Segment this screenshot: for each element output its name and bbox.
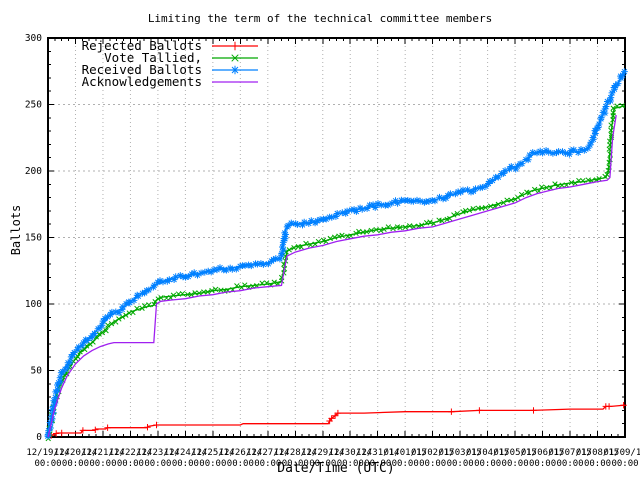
- legend-label: Rejected Ballots: [82, 38, 202, 53]
- y-tick-label: 150: [25, 233, 42, 244]
- y-tick-label: 0: [36, 432, 42, 443]
- x-tick-label-time: 00:00: [282, 459, 309, 469]
- x-tick-label-date: 01/04/15: [466, 448, 509, 458]
- x-tick-label-time: 00:00: [144, 459, 171, 469]
- y-tick-label: 200: [25, 166, 42, 177]
- x-tick-label-date: 12/29/14: [301, 448, 344, 458]
- y-tick-label: 50: [31, 366, 43, 377]
- x-tick-label-time: 00:00: [502, 459, 529, 469]
- x-tick-label-date: 01/09/15: [603, 448, 640, 458]
- x-tick-label-date: 12/28/14: [274, 448, 317, 458]
- x-tick-label-time: 00:00: [557, 459, 584, 469]
- series-line-vote-tallied: [47, 105, 626, 438]
- legend-label: Acknowledgements: [82, 74, 202, 89]
- x-tick-label-time: 00:00: [364, 459, 391, 469]
- x-tick-label-time: 00:00: [474, 459, 501, 469]
- x-tick-labels: 12/19/1400:0012/20/1400:0012/21/1400:001…: [26, 448, 640, 469]
- legend-label: Received Ballots: [82, 62, 202, 77]
- x-tick-label-date: 12/19/14: [26, 448, 69, 458]
- x-tick-label-time: 00:00: [529, 459, 556, 469]
- x-tick-label-time: 00:00: [419, 459, 446, 469]
- x-tick-label-time: 00:00: [254, 459, 281, 469]
- legend-label: Vote Tallied,: [104, 50, 202, 65]
- x-tick-label-date: 12/26/14: [219, 448, 262, 458]
- x-tick-label-time: 00:00: [172, 459, 199, 469]
- x-tick-label-time: 00:00: [392, 459, 419, 469]
- x-tick-label-time: 00:00: [62, 459, 89, 469]
- x-tick-label-date: 01/01/15: [384, 448, 427, 458]
- x-tick-label-time: 00:00: [199, 459, 226, 469]
- x-tick-label-date: 12/23/14: [136, 448, 179, 458]
- grid-lines: [48, 38, 625, 437]
- x-tick-label-time: 00:00: [611, 459, 638, 469]
- x-tick-label-time: 00:00: [34, 459, 61, 469]
- y-axis-label: Ballots: [9, 204, 23, 256]
- legend-marker-plus-icon: [230, 41, 240, 51]
- y-tick-label: 300: [25, 33, 42, 44]
- x-tick-label-time: 00:00: [447, 459, 474, 469]
- x-tick-label-time: 00:00: [337, 459, 364, 469]
- legend-item-vote-tallied: Vote Tallied,: [104, 50, 258, 65]
- x-tick-label-date: 12/31/14: [356, 448, 399, 458]
- legend-item-acknowledgements: Acknowledgements: [82, 74, 258, 89]
- x-tick-label-date: 12/25/14: [191, 448, 234, 458]
- x-tick-label-time: 00:00: [89, 459, 116, 469]
- legend-marker-star-icon: [230, 65, 240, 75]
- x-tick-label-date: 01/08/15: [576, 448, 619, 458]
- x-tick-label-date: 12/27/14: [246, 448, 289, 458]
- series-line-acknowledgements: [47, 114, 617, 438]
- x-tick-label-date: 01/07/15: [548, 448, 591, 458]
- x-tick-label-date: 12/20/14: [54, 448, 97, 458]
- series-line-rejected-ballots: [47, 404, 626, 438]
- x-tick-label-date: 01/02/15: [411, 448, 454, 458]
- x-tick-label-date: 12/30/14: [329, 448, 372, 458]
- x-tick-label-time: 00:00: [309, 459, 336, 469]
- x-axis-label: Date/Time (UTC): [277, 461, 395, 476]
- x-tick-label-time: 00:00: [227, 459, 254, 469]
- y-tick-label: 250: [25, 100, 42, 111]
- legend-item-rejected-ballots: Rejected Ballots: [82, 38, 258, 53]
- plot-border: [47, 37, 626, 438]
- y-tick-labels: 0 50 100 150 200 250 300: [25, 33, 42, 443]
- x-tick-label-date: 12/22/14: [109, 448, 152, 458]
- x-tick-label-time: 00:00: [584, 459, 611, 469]
- x-tick-label-date: 01/06/15: [521, 448, 564, 458]
- x-tick-label-date: 12/21/14: [81, 448, 124, 458]
- series-group: [44, 68, 628, 442]
- x-tick-label-date: 01/05/15: [493, 448, 536, 458]
- x-tick-label-time: 00:00: [117, 459, 144, 469]
- series-line-received-ballots: [47, 69, 626, 438]
- legend-item-received-ballots: Received Ballots: [82, 62, 258, 77]
- x-tick-label-date: 01/03/15: [438, 448, 481, 458]
- series-markers-received-ballots: [44, 68, 628, 440]
- series-markers-rejected-ballots: [48, 402, 627, 439]
- legend-marker-cross-icon: [231, 54, 239, 62]
- chart-title: Limiting the term of the technical commi…: [147, 12, 493, 25]
- y-tick-label: 100: [25, 299, 42, 310]
- x-tick-label-date: 12/24/14: [164, 448, 207, 458]
